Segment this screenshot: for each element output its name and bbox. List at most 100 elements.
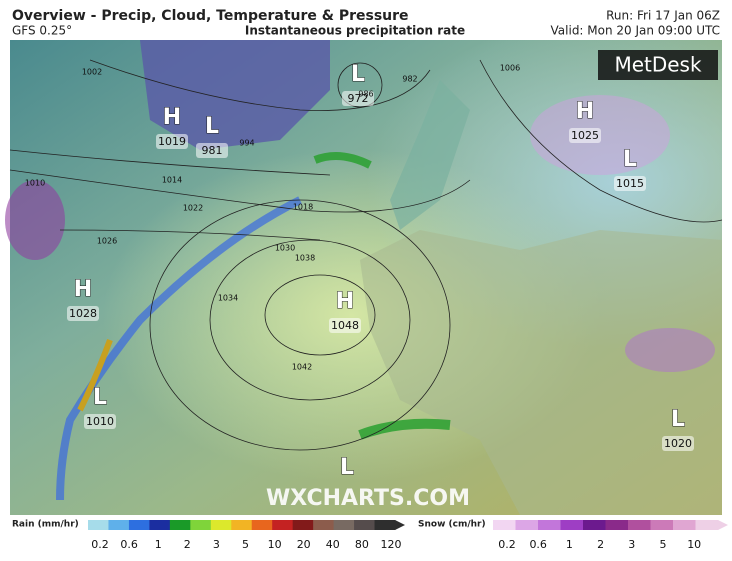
north-rain: [313, 152, 372, 169]
logo-bg: [598, 50, 718, 80]
pressure-value: 1010: [86, 415, 114, 428]
snow-swatch: [493, 520, 516, 530]
snow-tick-label: 0.6: [529, 538, 547, 551]
snow-legend-title: Snow (cm/hr): [418, 520, 486, 530]
snow-swatch: [538, 520, 561, 530]
rain-swatch: [190, 520, 212, 530]
isobar-label: 1010: [25, 179, 45, 188]
snow-tick-label: 0.2: [498, 538, 516, 551]
pressure-value: 1025: [571, 129, 599, 142]
pressure-value-bg: [569, 128, 601, 143]
rain-tick-label: 10: [268, 538, 282, 551]
rain-tick-label: 3: [213, 538, 220, 551]
logo: MetDesk: [614, 53, 702, 77]
rain-tick-label: 20: [297, 538, 311, 551]
isobar-label: 1018: [293, 203, 313, 212]
isobar: [9, 149, 331, 176]
isobar-label: 986: [358, 90, 373, 99]
pressure-value-bg: [662, 436, 694, 451]
snow-swatch: [605, 520, 629, 530]
rain-tick-label: 120: [381, 538, 402, 551]
snow-swatch: [583, 520, 606, 530]
med-rain: [358, 418, 451, 440]
pressure-symbol: L: [623, 147, 637, 172]
pressure-value: 1048: [331, 319, 359, 332]
rain-swatch: [292, 520, 314, 530]
snow-swatch: [515, 520, 539, 530]
pressure-value-bg: [342, 91, 374, 106]
pressure-value: 972: [348, 92, 369, 105]
pressure-value: 981: [202, 144, 223, 157]
header-bg: [0, 0, 732, 40]
snow-tick-label: 2: [597, 538, 604, 551]
front-rain: [56, 196, 302, 501]
snow-tick-label: 1: [566, 538, 573, 551]
rain-tick-label: 5: [242, 538, 249, 551]
rain-tick-label: 0.6: [120, 538, 138, 551]
isobar-label: 1026: [97, 237, 117, 246]
isobar-label: 1030: [275, 244, 295, 253]
snow-swatch: [628, 520, 651, 530]
rain-swatch: [108, 520, 130, 530]
rain-swatch: [231, 520, 253, 530]
rain-swatch: [149, 520, 171, 530]
isobar-label: 1006: [500, 64, 520, 73]
rain-swatch: [169, 520, 191, 530]
pressure-symbol: L: [340, 455, 354, 480]
isobar: [479, 59, 723, 223]
snow-tick-label: 10: [687, 538, 701, 551]
rain-tick-label: 80: [355, 538, 369, 551]
pressure-value-bg: [84, 414, 116, 429]
rain-tick-label: 2: [184, 538, 191, 551]
pressure-symbol: H: [336, 289, 354, 314]
rain-swatch: [333, 520, 355, 530]
rain-swatch: [272, 520, 294, 530]
rain-legend-title: Rain (mm/hr): [12, 520, 79, 530]
isobar: [89, 59, 431, 111]
isobar: [59, 229, 321, 241]
pressure-symbol: L: [671, 407, 685, 432]
pressure-value: 1019: [158, 135, 186, 148]
isobar-label: 1002: [82, 68, 102, 77]
snow-swatch: [673, 520, 696, 530]
snow-swatch: [650, 520, 674, 530]
legend: 0.2 0.6 1 2 3 5 10 20 40 80 120 0.2 0.6 1 2 3 5 10: [88, 520, 728, 551]
rain-swatch: [210, 520, 232, 530]
valid: Valid: Mon 20 Jan 09:00 UTC: [551, 24, 720, 38]
rain-swatch: [88, 520, 109, 530]
watermark: WXCHARTS.COM: [266, 486, 470, 511]
isobar-label: 994: [239, 139, 254, 148]
snow-arrow: [718, 520, 728, 530]
snow-tick-label: 3: [628, 538, 635, 551]
pressure-symbol: L: [93, 385, 107, 410]
pressure-symbol: H: [74, 277, 92, 302]
snow-swatch: [695, 520, 719, 530]
pressure-value-bg: [67, 306, 99, 321]
subtitle: Instantaneous precipitation rate: [245, 24, 465, 38]
pressure-symbol: H: [163, 105, 181, 130]
rain-swatch: [354, 520, 376, 530]
isobar-labels: 1002 994 1014 1022 1026 1030 1034 1038 1042 1018 1…: [25, 64, 520, 372]
snow-area: [5, 180, 65, 260]
rain-tick-label: 1: [155, 538, 162, 551]
isobar-label: 1034: [218, 294, 238, 303]
snow-area: [625, 328, 715, 372]
run: Run: Fri 17 Jan 06Z: [606, 9, 720, 23]
land: [360, 230, 722, 515]
isobar: [337, 62, 383, 108]
scandinavia: [390, 80, 470, 230]
isobar: [264, 274, 376, 356]
rain-tick-label: 0.2: [91, 538, 109, 551]
pressure-value-bg: [156, 134, 188, 149]
isobar: [209, 239, 411, 401]
pressure-symbol: L: [351, 62, 365, 87]
isobar-label: 1022: [183, 204, 203, 213]
rain-arrow: [395, 520, 405, 530]
snow-swatch: [560, 520, 584, 530]
isobar-label: 1014: [162, 176, 182, 185]
isobar: [149, 199, 451, 451]
pressure-symbol: L: [205, 114, 219, 139]
pressure-centers: H 1019 L 981 L 972 H 1025 L 1015 H 1028 H 1048 L 1010 L 1…: [67, 62, 694, 481]
rain-swatch: [128, 520, 150, 530]
